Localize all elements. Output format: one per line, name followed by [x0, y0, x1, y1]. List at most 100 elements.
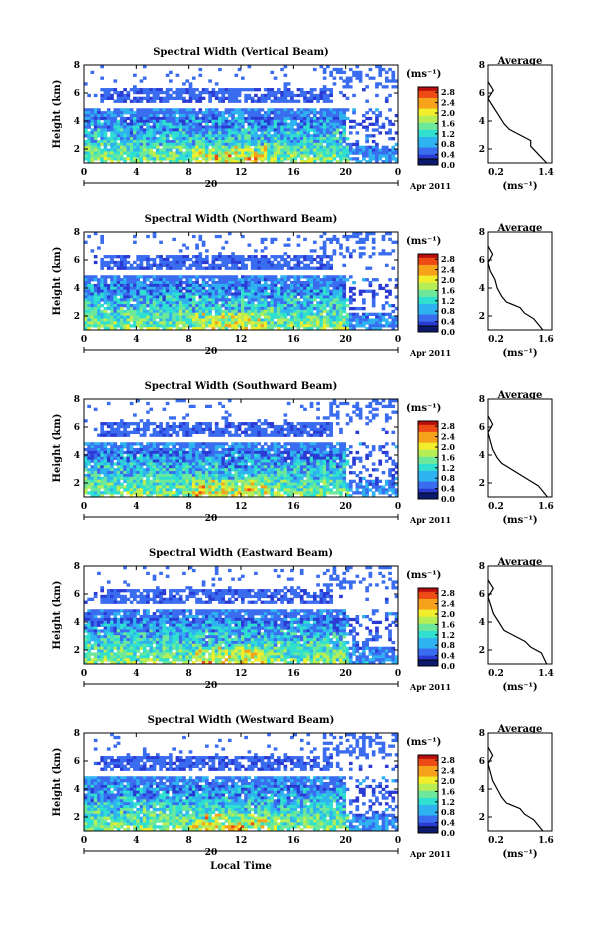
heatmap-cell: [198, 122, 203, 126]
heatmap-cell: [110, 281, 114, 285]
heatmap-cell: [106, 473, 111, 478]
heatmap-cell: [87, 125, 91, 129]
heatmap-cell: [198, 309, 203, 314]
colorbar-tick-label: 1.2: [441, 296, 455, 306]
heatmap-cell: [90, 324, 95, 328]
heatmap-cell: [116, 160, 121, 164]
heatmap-cell: [185, 286, 190, 291]
heatmap-cell: [355, 145, 360, 149]
heatmap-cell: [254, 108, 258, 112]
heatmap-cell: [339, 318, 343, 322]
heatmap-cell: [152, 488, 157, 492]
heatmap-cell: [175, 281, 180, 285]
heatmap-cell: [123, 450, 127, 455]
heatmap-cell: [136, 312, 140, 316]
heatmap-cell: [142, 422, 147, 426]
heatmap-cell: [339, 286, 343, 291]
heatmap-cell: [276, 139, 281, 144]
colorbar-segment: [418, 285, 438, 290]
heatmap-cell: [87, 286, 91, 291]
heatmap-cell: [368, 154, 373, 158]
heatmap-cell: [87, 473, 91, 478]
heatmap-cell: [342, 119, 347, 124]
heatmap-cell: [267, 142, 271, 147]
heatmap-cell: [185, 473, 190, 478]
heatmap-cell: [299, 160, 304, 164]
heatmap-cell: [244, 257, 248, 262]
heatmap-cell: [260, 122, 265, 126]
heatmap-cell: [299, 116, 304, 121]
colorbar-segment: [418, 314, 438, 319]
heatmap-cell: [254, 292, 258, 296]
heatmap-cell: [178, 485, 183, 489]
heatmap-cell: [329, 116, 333, 121]
heatmap-cell: [84, 295, 88, 299]
heatmap-cell: [244, 278, 248, 282]
heatmap-cell: [100, 257, 105, 262]
heatmap-cell: [348, 76, 353, 80]
heatmap-cell: [198, 116, 203, 121]
heatmap-cell: [306, 275, 311, 279]
heatmap-cell: [149, 286, 154, 291]
heatmap-cell: [211, 456, 216, 460]
heatmap-cell: [260, 148, 265, 152]
heatmap-cell: [335, 306, 340, 311]
heatmap-cell: [296, 99, 301, 103]
heatmap-cell: [241, 139, 245, 144]
heatmap-cell: [257, 289, 262, 293]
heatmap-cell: [273, 160, 278, 164]
heatmap-cell: [129, 324, 134, 328]
heatmap-cell: [280, 309, 284, 314]
heatmap-cell: [263, 318, 268, 322]
heatmap-cell: [126, 255, 131, 259]
heatmap-cell: [241, 286, 245, 291]
heatmap-cell: [247, 281, 252, 285]
heatmap-cell: [257, 99, 262, 103]
heatmap-cell: [329, 114, 333, 118]
heatmap-cell: [391, 122, 396, 126]
heatmap-cell: [309, 318, 314, 322]
heatmap-cell: [169, 295, 173, 299]
heatmap-cell: [198, 453, 203, 458]
heatmap-cell: [283, 309, 288, 314]
heatmap-cell: [84, 442, 88, 446]
heatmap-cell: [97, 327, 101, 331]
heatmap-cell: [123, 266, 127, 270]
heatmap-cell: [205, 491, 209, 495]
heatmap-cell: [205, 134, 209, 138]
heatmap-cell: [93, 128, 98, 132]
heatmap-cell: [195, 448, 199, 452]
heatmap-cell: [146, 321, 150, 325]
colorbar-tick-label: 0.0: [441, 327, 455, 337]
heatmap-cell: [178, 255, 183, 259]
heatmap-cell: [172, 427, 176, 432]
heatmap-cell: [358, 255, 363, 259]
heatmap-cell: [126, 462, 131, 466]
heatmap-cell: [139, 327, 144, 331]
heatmap-cell: [165, 488, 170, 492]
heatmap-cell: [123, 427, 127, 432]
heatmap-cell: [254, 148, 258, 152]
heatmap-cell: [152, 427, 157, 432]
heatmap-cell: [142, 157, 147, 161]
heatmap-cell: [201, 119, 206, 124]
heatmap-cell: [110, 151, 114, 155]
heatmap-cell: [106, 157, 111, 161]
heatmap-cell: [211, 494, 216, 498]
heatmap-cell: [178, 96, 183, 100]
heatmap-cell: [319, 65, 324, 69]
heatmap-cell: [250, 160, 255, 164]
heatmap-cell: [106, 283, 111, 288]
heatmap-cell: [178, 453, 183, 458]
heatmap-cell: [244, 306, 248, 311]
heatmap-cell: [165, 145, 170, 149]
heatmap-cell: [273, 90, 278, 95]
heatmap-cell: [159, 240, 163, 244]
heatmap-cell: [312, 278, 317, 282]
heatmap-cell: [270, 298, 275, 302]
heatmap-cell: [234, 275, 239, 279]
heatmap-cell: [106, 116, 111, 121]
heatmap-cell: [113, 134, 118, 138]
heatmap-cell: [149, 108, 154, 112]
heatmap-cell: [342, 327, 347, 331]
